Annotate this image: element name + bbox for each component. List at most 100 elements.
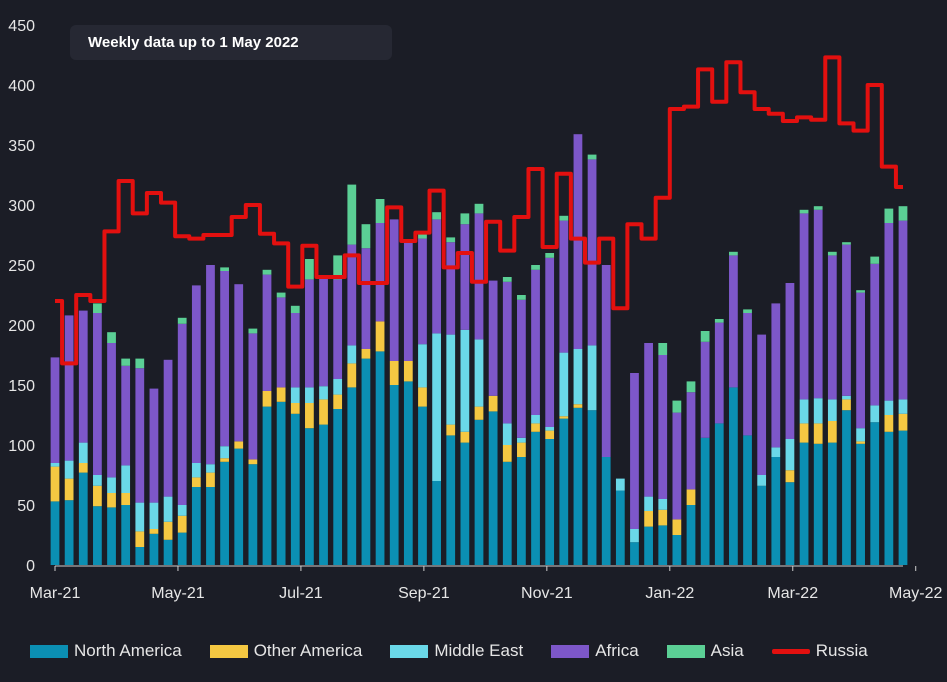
bar-segment-other-america bbox=[884, 415, 894, 432]
bar-segment-other-america bbox=[856, 441, 865, 444]
russia-line-layer bbox=[55, 55, 903, 366]
bar-segment-africa bbox=[290, 313, 300, 388]
bar-segment-asia bbox=[121, 358, 131, 366]
bar-segment-north-america bbox=[78, 472, 88, 565]
bar-segment-north-america bbox=[658, 525, 668, 565]
bar-segment-africa bbox=[686, 392, 696, 490]
bar-segment-asia bbox=[347, 184, 357, 245]
bar-segment-middle-east bbox=[347, 345, 357, 364]
bar-segment-middle-east bbox=[531, 415, 540, 424]
bar-segment-asia bbox=[714, 319, 724, 323]
bar-segment-north-america bbox=[842, 410, 851, 565]
bar-segment-north-america bbox=[248, 464, 258, 565]
bar-segment-africa bbox=[658, 355, 668, 499]
bar-segment-asia bbox=[700, 331, 710, 342]
legend-swatch bbox=[666, 644, 705, 658]
bar-segment-middle-east bbox=[573, 349, 583, 405]
bar-segment-asia bbox=[333, 255, 343, 280]
bar-segment-africa bbox=[799, 213, 809, 400]
bar-segment-north-america bbox=[615, 490, 625, 565]
bar-segment-other-america bbox=[799, 423, 809, 443]
bar-segment-north-america bbox=[177, 532, 187, 565]
legend-item: Middle East bbox=[390, 641, 523, 661]
bar-segment-africa bbox=[432, 219, 441, 334]
legend-swatch bbox=[771, 648, 810, 654]
bar-segment-north-america bbox=[375, 351, 385, 565]
bar-segment-africa bbox=[785, 283, 795, 439]
y-tick-label: 50 bbox=[17, 498, 35, 515]
bar-segment-other-america bbox=[827, 421, 837, 443]
bar-segment-middle-east bbox=[78, 442, 88, 463]
bar-segment-north-america bbox=[827, 442, 837, 565]
bar-segment-asia bbox=[658, 343, 668, 355]
bar-segment-africa bbox=[488, 280, 498, 396]
bar-segment-africa bbox=[446, 242, 456, 335]
x-tick-label: May-21 bbox=[151, 585, 204, 602]
bar-segment-middle-east bbox=[432, 333, 441, 481]
x-tick-label: Jan-22 bbox=[645, 585, 694, 602]
bar-segment-other-america bbox=[785, 470, 795, 483]
bar-segment-north-america bbox=[545, 439, 555, 565]
bar-segment-other-america bbox=[305, 403, 314, 429]
y-tick-label: 200 bbox=[8, 318, 35, 335]
bar-segment-africa bbox=[248, 333, 258, 460]
legend-label: Middle East bbox=[434, 641, 524, 660]
bar-segment-middle-east bbox=[206, 464, 215, 473]
bar-segment-middle-east bbox=[163, 496, 173, 522]
bar-segment-other-america bbox=[135, 531, 145, 547]
bar-segment-africa bbox=[545, 257, 555, 427]
bar-segment-africa bbox=[813, 209, 823, 399]
y-tick-label: 400 bbox=[8, 78, 35, 95]
bar-segment-asia bbox=[107, 332, 116, 343]
bar-segment-other-america bbox=[460, 431, 470, 443]
bar-segment-north-america bbox=[149, 533, 159, 565]
y-tick-label: 450 bbox=[8, 18, 35, 35]
bar-segment-other-america bbox=[686, 489, 696, 505]
bar-segment-north-america bbox=[587, 410, 597, 565]
y-tick-label: 350 bbox=[8, 138, 35, 155]
y-tick-label: 0 bbox=[26, 558, 35, 575]
bar-segment-middle-east bbox=[135, 502, 145, 532]
bar-segment-middle-east bbox=[50, 463, 60, 467]
x-tick-label: Sep-21 bbox=[398, 585, 450, 602]
bar-segment-asia bbox=[870, 256, 880, 264]
bar-segment-africa bbox=[50, 357, 60, 463]
bar-segment-other-america bbox=[418, 387, 427, 407]
bar-segment-north-america bbox=[220, 461, 229, 565]
bar-segment-africa bbox=[884, 223, 894, 401]
bar-segment-middle-east bbox=[418, 344, 427, 388]
bar-segment-asia bbox=[290, 305, 300, 313]
bar-segment-other-america bbox=[319, 399, 328, 425]
x-axis: Mar-21 May-21 Jul-21 Sep-21 Nov-21 Jan-22 Mar-… bbox=[30, 565, 942, 602]
bar-segment-north-america bbox=[474, 419, 484, 565]
bar-segment-north-america bbox=[163, 539, 173, 565]
bar-segment-middle-east bbox=[446, 334, 456, 425]
bar-segment-africa bbox=[601, 265, 611, 457]
bar-segment-other-america bbox=[347, 363, 357, 388]
bar-segment-other-america bbox=[898, 413, 908, 431]
bar-segment-north-america bbox=[856, 443, 865, 565]
bar-segment-asia bbox=[517, 295, 526, 300]
bar-segment-asia bbox=[262, 269, 272, 275]
bar-segment-other-america bbox=[361, 349, 371, 359]
bar-segment-middle-east bbox=[870, 405, 880, 423]
bar-segment-north-america bbox=[107, 507, 116, 565]
bar-segment-north-america bbox=[700, 437, 710, 565]
bar-segment-middle-east bbox=[290, 387, 300, 403]
bar-segment-africa bbox=[573, 134, 583, 349]
bar-segment-africa bbox=[502, 281, 512, 424]
bar-segment-north-america bbox=[502, 461, 512, 565]
bar-segment-africa bbox=[418, 238, 427, 345]
bar-segment-africa bbox=[700, 341, 710, 438]
bar-segment-middle-east bbox=[898, 399, 908, 414]
bar-segment-other-america bbox=[206, 472, 215, 487]
bar-segment-africa bbox=[771, 303, 781, 448]
bar-segment-asia bbox=[432, 212, 441, 220]
bar-segment-other-america bbox=[389, 361, 399, 385]
bar-segment-africa bbox=[319, 278, 328, 387]
x-tick-label: Mar-21 bbox=[30, 585, 81, 602]
bar-segment-africa bbox=[672, 412, 682, 520]
bar-segment-north-america bbox=[191, 487, 201, 565]
bar-segment-other-america bbox=[78, 463, 88, 473]
bar-segment-asia bbox=[743, 309, 752, 313]
